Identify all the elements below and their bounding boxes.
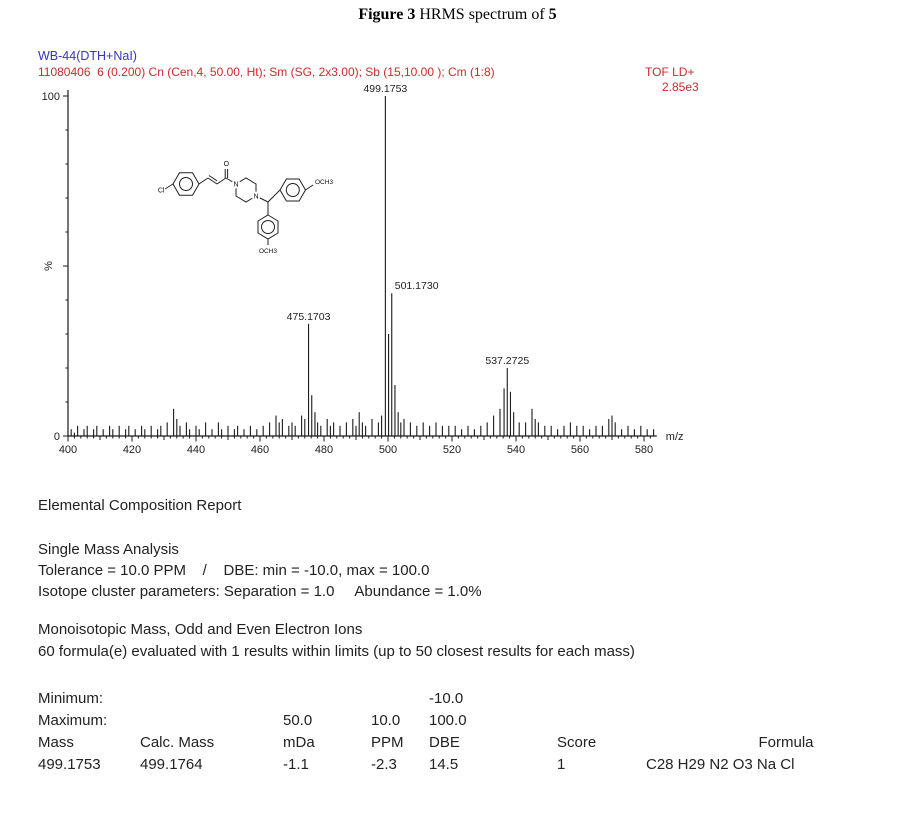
mass-spectrum-chart: 400 420 440 460 480 500 520 540 560 580 100 0% m/z 47… <box>38 83 748 466</box>
maximum-ppm-value: 10.0 <box>371 712 401 729</box>
carbonyl-oxygen-label: O <box>224 161 230 168</box>
header-mda: mDa <box>283 734 315 751</box>
peak-label: 475.1703 <box>287 311 331 323</box>
methoxy-right-label: OCH3 <box>315 179 333 186</box>
chemical-structure: Cl O N N OCH3 OCH3 <box>158 161 334 255</box>
report-section: Single Mass Analysis <box>38 541 179 558</box>
figure-caption-compound: 5 <box>548 6 557 23</box>
x-tick-label: 580 <box>635 444 653 456</box>
x-tick-label: 500 <box>379 444 397 456</box>
maximum-label: Maximum: <box>38 712 108 729</box>
peak-label: 537.2725 <box>485 355 529 367</box>
header-mass: Mass <box>38 734 74 751</box>
figure-caption-number: Figure 3 <box>358 6 416 23</box>
intensity-scale: 2.85e3 <box>662 80 699 94</box>
header-formula: Formula <box>758 734 814 751</box>
figure-caption-text: HRMS spectrum of <box>415 6 549 23</box>
maximum-mda-value: 50.0 <box>283 712 313 729</box>
cell-score: 1 <box>557 756 566 773</box>
results-table-row: 499.1753 499.1764 -1.1 -2.3 14.5 1 C28 H… <box>38 756 915 773</box>
x-tick-label: 520 <box>443 444 461 456</box>
limits-maximum-row: Maximum: 50.0 10.0 100.0 <box>38 712 915 729</box>
cell-calc-mass: 499.1764 <box>140 756 203 773</box>
piperazine-n2-label: N <box>253 194 258 201</box>
maximum-dbe-value: 100.0 <box>429 712 467 729</box>
chlorine-label: Cl <box>158 188 165 195</box>
tolerance-line: Tolerance = 10.0 PPM / DBE: min = -10.0,… <box>38 562 430 579</box>
atom-label-masks <box>231 179 261 201</box>
x-tick-label: 480 <box>315 444 333 456</box>
report-title: Elemental Composition Report <box>38 497 242 514</box>
acquisition-params: 11080406 6 (0.200) Cn (Cen,4, 50.00, Ht)… <box>38 65 495 79</box>
sample-id: WB-44(DTH+NaI) <box>38 49 137 63</box>
minimum-label: Minimum: <box>38 690 104 707</box>
x-tick-label: 560 <box>571 444 589 456</box>
peak-label: 501.1730 <box>395 280 439 292</box>
figure-caption: Figure 3 HRMS spectrum of 5 <box>0 6 915 24</box>
y-axis-max-label: 100 <box>42 91 60 103</box>
x-tick-label: 460 <box>251 444 269 456</box>
header-ppm: PPM <box>371 734 404 751</box>
cell-ppm: -2.3 <box>371 756 397 773</box>
y-axis-title: % <box>43 261 55 271</box>
results-table-header: Mass Calc. Mass mDa PPM DBE Score Formul… <box>38 734 915 751</box>
piperazine-n1-label: N <box>233 182 238 189</box>
x-axis-title: m/z <box>666 431 684 443</box>
header-calc-mass: Calc. Mass <box>140 734 215 751</box>
ionization-mode: TOF LD+ <box>645 65 695 79</box>
ions-line: Monoisotopic Mass, Odd and Even Electron… <box>38 621 363 638</box>
limits-minimum-row: Minimum: -10.0 <box>38 690 915 707</box>
peak-label: 499.1753 <box>363 83 407 95</box>
x-tick-label: 400 <box>59 444 77 456</box>
cell-formula: C28 H29 N2 O3 Na Cl <box>646 756 795 773</box>
cell-mda: -1.1 <box>283 756 309 773</box>
methoxy-bottom-label: OCH3 <box>259 248 277 255</box>
x-tick-label: 420 <box>123 444 141 456</box>
minimum-dbe-value: -10.0 <box>429 690 464 707</box>
evaluated-line: 60 formula(e) evaluated with 1 results w… <box>38 643 635 660</box>
spectrum-plot: 400 420 440 460 480 500 520 540 560 580 100 0% m/z 47… <box>42 83 684 456</box>
header-score: Score <box>557 734 597 751</box>
x-tick-label: 440 <box>187 444 205 456</box>
header-dbe: DBE <box>429 734 460 751</box>
isotope-line: Isotope cluster parameters: Separation =… <box>38 583 482 600</box>
structure-bonds <box>164 169 314 245</box>
cell-mass: 499.1753 <box>38 756 101 773</box>
x-tick-label: 540 <box>507 444 525 456</box>
cell-dbe: 14.5 <box>429 756 459 773</box>
y-axis-min-label: 0 <box>54 431 60 443</box>
